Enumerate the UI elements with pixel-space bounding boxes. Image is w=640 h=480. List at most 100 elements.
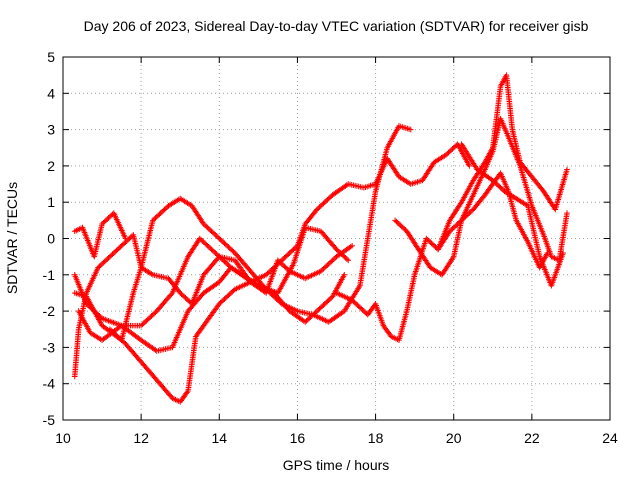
data-point [293, 244, 299, 250]
data-point [280, 256, 286, 262]
data-point [213, 251, 220, 258]
data-point [217, 299, 224, 306]
data-point [176, 288, 182, 295]
data-point [337, 250, 344, 256]
data-point [155, 212, 161, 219]
data-point [108, 327, 114, 334]
data-point [276, 259, 282, 266]
data-point [212, 232, 219, 238]
data-point [564, 210, 570, 216]
data-point [325, 261, 332, 267]
data-point [208, 228, 215, 235]
data-point [319, 303, 325, 310]
data-point [289, 247, 296, 254]
data-point [358, 305, 365, 312]
data-point [327, 296, 333, 302]
data-point [338, 251, 345, 258]
data-point [229, 247, 236, 254]
data-point [181, 293, 187, 300]
data-point [323, 263, 329, 270]
data-point [312, 309, 319, 316]
data-point [184, 389, 190, 396]
data-point [219, 256, 225, 262]
data-point [277, 258, 284, 265]
data-point [215, 234, 221, 241]
data-point [180, 292, 186, 299]
data-point [324, 196, 331, 203]
series-track-h [435, 72, 570, 253]
data-point [355, 303, 362, 310]
data-point [345, 257, 352, 264]
data-point [121, 240, 128, 247]
data-point [325, 195, 332, 202]
data-point [183, 296, 190, 302]
data-point [200, 239, 207, 245]
data-point [222, 241, 229, 248]
data-point [272, 263, 279, 270]
data-point [199, 324, 206, 330]
series-track-i [71, 210, 129, 260]
data-point [118, 337, 125, 343]
data-point [305, 316, 311, 323]
data-point [407, 126, 414, 133]
data-point [144, 316, 151, 323]
data-point [423, 235, 430, 242]
data-point [103, 257, 109, 264]
data-point [208, 246, 215, 253]
data-point [327, 194, 333, 201]
data-point [449, 146, 456, 152]
data-point [323, 299, 329, 306]
data-point [220, 297, 226, 304]
data-point [112, 249, 118, 255]
data-point [148, 313, 155, 319]
data-point [275, 261, 281, 267]
series-track-f [333, 170, 551, 343]
data-point [156, 211, 163, 218]
data-point [196, 235, 203, 242]
data-point [206, 226, 212, 232]
data-point [99, 221, 105, 227]
data-point [303, 317, 310, 324]
data-point [350, 298, 357, 305]
data-point [427, 239, 434, 245]
data-point [114, 333, 121, 340]
data-point [284, 252, 290, 259]
data-point [225, 262, 232, 268]
data-point [357, 304, 363, 311]
data-point [397, 222, 404, 228]
data-point [105, 215, 112, 221]
data-point [332, 245, 339, 251]
data-point [265, 269, 272, 276]
data-point [496, 183, 503, 190]
data-point [225, 292, 232, 299]
data-point [226, 291, 233, 297]
data-point [224, 293, 230, 300]
y-tick-label: 1 [47, 194, 55, 210]
data-point [222, 294, 229, 301]
data-point [147, 314, 154, 320]
data-point [361, 308, 367, 314]
data-point [315, 205, 322, 212]
data-point [466, 210, 473, 216]
data-point [319, 201, 325, 208]
y-tick-label: -5 [43, 412, 56, 428]
data-point [122, 235, 129, 242]
data-point [320, 302, 327, 308]
y-tick-label: 3 [47, 122, 55, 138]
data-point [564, 166, 570, 173]
data-point [120, 241, 126, 248]
data-point [213, 233, 220, 239]
data-point [321, 301, 328, 307]
data-point [280, 262, 286, 268]
x-tick-label: 20 [446, 430, 462, 446]
data-point [203, 223, 210, 230]
plot-frame [62, 56, 611, 421]
data-point [113, 247, 120, 254]
data-point [101, 258, 108, 265]
data-point [118, 242, 125, 249]
data-point [107, 213, 113, 220]
data-point [307, 314, 314, 320]
data-point [109, 251, 116, 258]
data-point [292, 245, 298, 251]
series-track-e [107, 141, 473, 405]
